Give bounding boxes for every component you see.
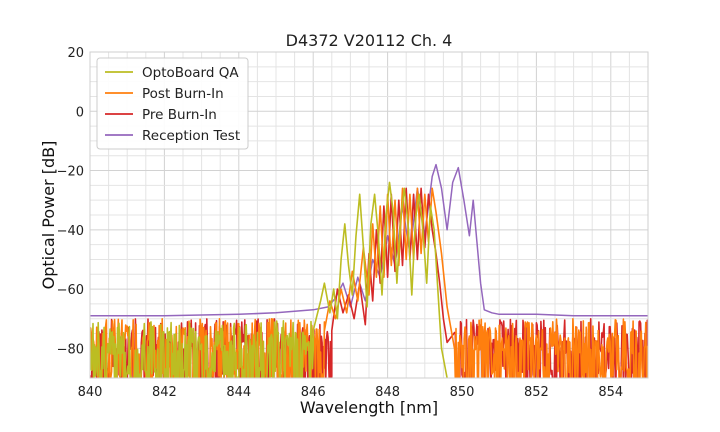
x-tick-label: 854 <box>598 385 623 400</box>
y-tick-label: −40 <box>57 224 84 239</box>
legend-label: Post Burn-In <box>142 86 224 102</box>
chart-title: D4372 V20112 Ch. 4 <box>286 31 453 50</box>
y-tick-label: 0 <box>76 105 84 120</box>
x-tick-label: 842 <box>152 385 177 400</box>
tick-labels: 840 842 844 846 848 850 852 854 −80 −60 −40 −20 0 20 <box>57 46 624 400</box>
series-line-optoboard-qa <box>90 181 448 378</box>
x-tick-label: 844 <box>226 385 251 400</box>
legend-box <box>96 57 249 150</box>
legend: OptoBoard QA Post Burn-In Pre Burn-In Recep… <box>96 57 249 150</box>
y-tick-label: 20 <box>67 46 84 61</box>
plot-frame <box>89 51 649 379</box>
y-tick-label: −80 <box>57 342 84 357</box>
y-tick-label: −20 <box>57 165 84 180</box>
y-tick-label: −60 <box>57 283 84 298</box>
legend-label: OptoBoard QA <box>142 65 239 81</box>
x-axis-label: Wavelength [nm] <box>300 398 438 417</box>
x-tick-label: 846 <box>301 385 326 400</box>
x-tick-label: 848 <box>375 385 400 400</box>
x-tick-label: 852 <box>524 385 549 400</box>
series-line-post-burn-in <box>90 187 648 378</box>
x-tick-label: 850 <box>450 385 475 400</box>
y-axis-label: Optical Power [dB] <box>39 141 58 290</box>
series-layer <box>90 163 648 378</box>
x-tick-label: 840 <box>78 385 103 400</box>
legend-label: Reception Test <box>142 128 240 144</box>
legend-label: Pre Burn-In <box>142 107 217 123</box>
